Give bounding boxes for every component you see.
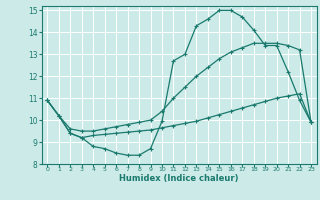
X-axis label: Humidex (Indice chaleur): Humidex (Indice chaleur) xyxy=(119,174,239,183)
